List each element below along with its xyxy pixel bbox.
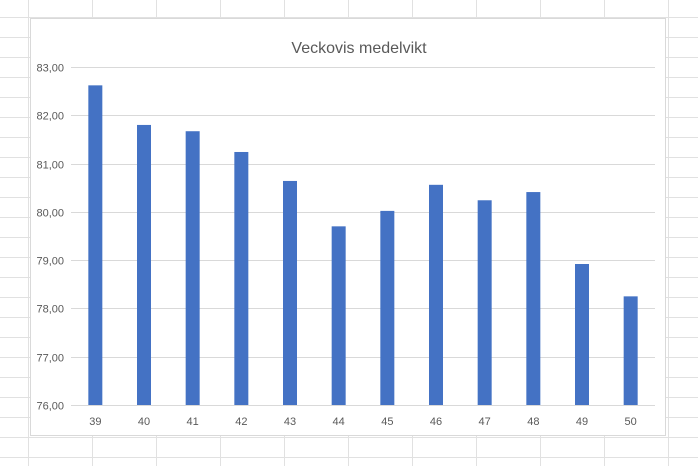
chart-title: Veckovis medelvikt	[291, 40, 427, 57]
bar-chart: Veckovis medelvikt 76,00 77,00 78,00 79,00 8…	[36, 40, 655, 428]
bar	[331, 226, 346, 405]
y-tick-label: 80,00	[36, 208, 64, 220]
x-tick-label: 50	[625, 416, 637, 428]
gridlines	[71, 67, 655, 406]
x-tick-label: 42	[235, 416, 247, 428]
y-tick-label: 76,00	[36, 401, 64, 413]
y-tick-label: 78,00	[36, 304, 64, 316]
bar	[575, 264, 589, 405]
x-tick-label: 44	[333, 416, 345, 428]
bar	[380, 210, 395, 405]
bar	[623, 296, 638, 405]
y-tick-label: 81,00	[36, 160, 64, 172]
x-tick-label: 49	[576, 416, 588, 428]
bar	[429, 184, 443, 405]
y-tick-label: 79,00	[36, 256, 64, 268]
x-axis-ticks: 39 40 41 42 43 44 45 46 47 48 49 50	[89, 416, 637, 428]
chart-area[interactable]: Veckovis medelvikt 76,00 77,00 78,00 79,00 8…	[30, 18, 666, 436]
x-tick-label: 48	[527, 416, 539, 428]
x-tick-label: 40	[138, 416, 150, 428]
bar	[88, 85, 103, 405]
y-tick-label: 83,00	[36, 63, 64, 75]
bar	[185, 131, 200, 405]
y-tick-label: 77,00	[36, 353, 64, 365]
bar	[137, 124, 151, 405]
x-tick-label: 41	[187, 416, 199, 428]
bar	[234, 151, 249, 405]
bar	[526, 192, 541, 405]
x-tick-label: 46	[430, 416, 442, 428]
bar	[283, 180, 297, 405]
x-tick-label: 45	[381, 416, 393, 428]
y-tick-label: 82,00	[36, 111, 64, 123]
x-tick-label: 43	[284, 416, 296, 428]
x-tick-label: 39	[89, 416, 101, 428]
x-tick-label: 47	[479, 416, 491, 428]
y-axis-ticks: 76,00 77,00 78,00 79,00 80,00 81,00 82,00 83,00	[36, 63, 64, 413]
bar	[477, 200, 492, 405]
bars	[88, 85, 638, 405]
